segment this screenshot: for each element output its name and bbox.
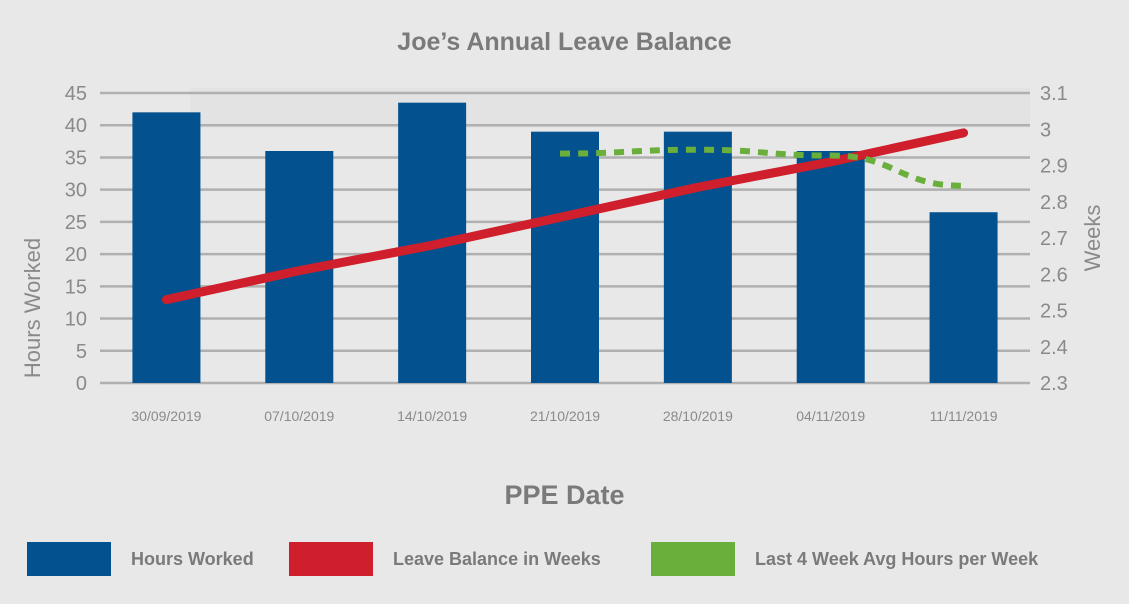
y2-axis-label: Weeks: [1080, 205, 1105, 272]
x-tick-label: 30/09/2019: [131, 408, 201, 424]
x-tick-label: 07/10/2019: [264, 408, 334, 424]
legend-label: Last 4 Week Avg Hours per Week: [755, 548, 1039, 569]
bar-hours-worked: [663, 131, 732, 383]
x-tick-label: 28/10/2019: [663, 408, 733, 424]
legend-item-leave-balance: Leave Balance in Weeks: [289, 542, 601, 576]
x-axis-label: PPE Date: [504, 480, 625, 510]
y-tick-label: 5: [76, 341, 87, 363]
y2-tick-label: 3.1: [1040, 83, 1068, 105]
bar-hours-worked: [796, 151, 865, 383]
y-tick-label: 35: [65, 147, 87, 169]
line-leave-balance: [161, 128, 969, 305]
y-tick-label: 30: [65, 180, 87, 202]
y2-tick-label: 2.4: [1040, 337, 1068, 359]
y-tick-label: 15: [65, 276, 87, 298]
x-tick-label: 21/10/2019: [530, 408, 600, 424]
y-axis-label: Hours Worked: [20, 238, 45, 378]
x-tick-label: 14/10/2019: [397, 408, 467, 424]
legend-swatch: [289, 542, 373, 576]
legend-item-hours-worked: Hours Worked: [27, 542, 254, 576]
y2-tick-label: 2.3: [1040, 373, 1068, 395]
line-avg-hours: [559, 146, 964, 189]
chart-title: Joe’s Annual Leave Balance: [397, 28, 732, 56]
legend-swatch: [651, 542, 735, 576]
y2-tick-label: 3: [1040, 119, 1051, 141]
bar-hours-worked: [929, 212, 998, 383]
y-tick-label: 40: [65, 115, 87, 137]
y2-tick-label: 2.8: [1040, 192, 1068, 214]
y-tick-label: 25: [65, 212, 87, 234]
legend-item-avg-hours: Last 4 Week Avg Hours per Week: [651, 542, 1038, 576]
x-tick-label: 11/11/2019: [930, 408, 998, 424]
y2-tick-label: 2.7: [1040, 228, 1068, 250]
bar-hours-worked: [132, 112, 201, 383]
legend-label: Hours Worked: [131, 548, 254, 569]
y-tick-label: 10: [65, 309, 87, 331]
bar-hours-worked: [531, 131, 599, 383]
plot-band: [190, 88, 1030, 128]
y-tick-label: 0: [76, 373, 87, 395]
legend-label: Leave Balance in Weeks: [393, 548, 601, 569]
x-tick-label: 04/11/2019: [796, 408, 865, 424]
y2-tick-label: 2.6: [1040, 264, 1068, 286]
y-tick-label: 45: [65, 83, 87, 105]
y2-tick-label: 2.5: [1040, 301, 1068, 323]
y-tick-label: 20: [65, 244, 87, 266]
legend-swatch: [27, 542, 111, 576]
y2-tick-label: 2.9: [1040, 156, 1068, 178]
